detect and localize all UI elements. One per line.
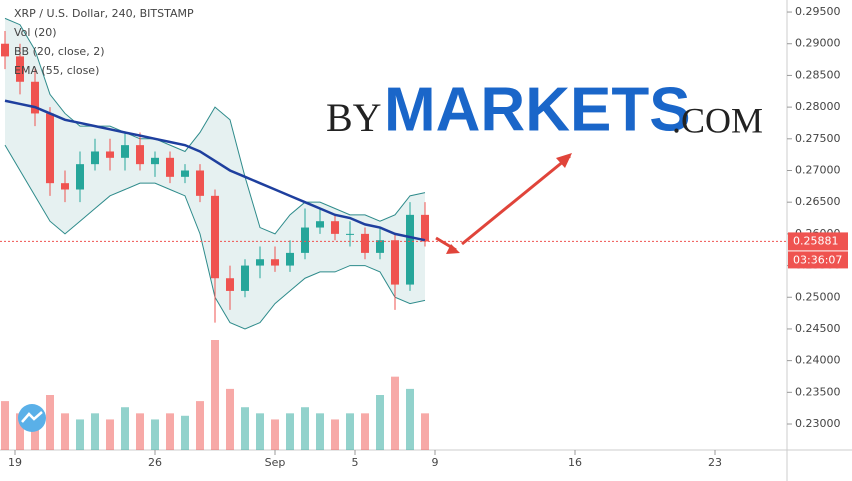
ema-line [4,99,426,242]
volume-bar [256,413,264,450]
y-tick-label: 0.27500 [795,132,841,145]
candle-body [226,278,234,291]
volume-bar [226,388,234,450]
volume-bar [376,395,384,450]
candle-body [136,145,144,165]
volume-bar [16,413,24,450]
arrow-head [446,244,460,254]
candle-body [421,214,429,242]
watermark-markets: MARKETS [384,75,691,144]
volume-bar [166,413,174,450]
indicator-label: Vol (20) [14,26,57,39]
volume-bar [181,415,189,450]
volume-bar [391,376,399,450]
candle-body [406,214,414,285]
candle-body [391,240,399,285]
logo-icon [21,411,43,423]
candle-body [346,233,354,235]
candle-body [121,145,129,158]
volume-bar [301,407,309,450]
volume-bar [331,419,339,450]
x-tick-label: 26 [148,456,162,469]
indicator-label: BB (20, close, 2) [14,45,105,58]
candle-body [361,233,369,253]
x-tick-label: Sep [265,456,286,469]
arrow [435,153,572,254]
y-tick-label: 0.24500 [795,322,841,335]
volume-bar [196,401,204,450]
volume-bar [211,340,219,450]
candle-body [76,164,84,190]
candle-body [271,259,279,266]
y-tick-label: 0.23500 [795,385,841,398]
countdown-label: 03:36:07 [793,253,842,266]
volume-bar [406,388,414,450]
volume-bar [136,413,144,450]
y-tick-label: 0.23000 [795,417,841,430]
candle-body [16,56,24,82]
candle-body [331,221,339,234]
volume-bar [151,419,159,450]
candle-body [196,170,204,196]
volume-bar [106,419,114,450]
chart-title: XRP / U.S. Dollar, 240, BITSTAMP [14,7,194,20]
volume-bar [346,413,354,450]
candle-body [211,195,219,279]
y-tick-label: 0.26500 [795,195,841,208]
candle-body [61,183,69,190]
y-tick-label: 0.24000 [795,354,841,367]
candle-body [151,157,159,165]
volume-bar [61,413,69,450]
candle-body [91,151,99,165]
candle-body [376,240,384,253]
volume-bar [271,419,279,450]
volume-bar [316,413,324,450]
indicator-label: EMA (55, close) [14,64,99,77]
volume-bar [241,407,249,450]
x-tick-label: 23 [708,456,722,469]
volume-bar [121,407,129,450]
volume-bar [421,413,429,450]
last-price-label: 0.25881 [793,234,839,247]
volume-bar [1,401,9,450]
watermark-com: .COM [672,100,763,140]
y-tick-label: 0.29500 [795,5,841,18]
volume-bar [286,413,294,450]
logo-badge [18,404,46,432]
candle-body [106,151,114,158]
candle-body [1,43,9,57]
last-price-badge [788,232,848,251]
y-tick-label: 0.25000 [795,290,841,303]
arrow-line [461,154,571,246]
volume-bar [91,413,99,450]
y-tick-label: 0.28500 [795,68,841,81]
candle-body [181,170,189,177]
candle-body [166,157,174,177]
volume-bar [361,413,369,450]
x-tick-label: 19 [8,456,22,469]
plot [0,17,787,450]
candle-body [256,259,264,266]
y-tick-label: 0.27000 [795,163,841,176]
y-tick-label: 0.29000 [795,37,841,50]
watermark-by: BY [326,95,382,140]
y-tick-label: 0.28000 [795,100,841,113]
volume-bar [46,395,54,450]
x-tick-label: 9 [432,456,439,469]
candle-body [301,227,309,253]
candle-body [31,81,39,114]
candle-body [286,252,294,266]
x-tick-label: 16 [568,456,582,469]
arrow-head [556,153,572,168]
countdown-badge [788,251,848,269]
x-tick-label: 5 [352,456,359,469]
candle-body [316,221,324,228]
candle-body [241,265,249,291]
volume-bar [76,419,84,450]
candle-body [46,113,54,184]
bb-fill [5,18,425,329]
